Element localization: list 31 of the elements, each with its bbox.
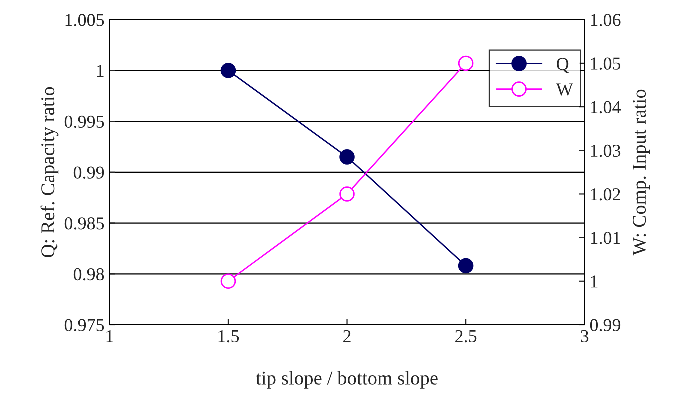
point	[340, 186, 355, 202]
y2-tick-label: 1.05	[591, 58, 621, 70]
point	[340, 150, 355, 165]
x-axis-title: tip slope / bottom slope	[256, 371, 438, 389]
y-tick-label: 0.975	[64, 319, 104, 332]
y2-tick-label: 1.03	[591, 144, 621, 158]
point	[458, 258, 474, 274]
y2-tick-label: 1	[591, 276, 598, 288]
x-tick-label: 2	[344, 330, 351, 342]
y-tick-label: 0.99	[74, 166, 104, 179]
y2-tick-label: 0.99	[590, 319, 621, 332]
y2-tick-label: 1.04	[591, 101, 622, 114]
x-tick-label: 3	[581, 330, 589, 343]
point	[220, 274, 236, 290]
y-axis-title: Q: Ref. Capacity ratio	[40, 87, 59, 258]
y-tick-label: 0.995	[64, 116, 104, 128]
x-tick-label: 1.5	[218, 330, 240, 343]
y-tick-label: 1	[97, 65, 104, 77]
y-tick-label: 0.98	[74, 268, 104, 281]
x-tick-label: 1	[106, 330, 114, 342]
point	[220, 63, 236, 78]
x-tick-label: 2.5	[456, 330, 477, 343]
y2-tick-label: 1.06	[591, 14, 621, 26]
legend-label: W	[556, 84, 574, 96]
y2-axis-title: W: Comp. Input ratio	[633, 90, 650, 256]
y2-tick-label: 1.02	[591, 188, 620, 201]
y-tick-label: 0.985	[64, 218, 104, 230]
y2-tick-label: 1.01	[591, 232, 620, 244]
legend-label: Q	[557, 58, 570, 74]
y-tick-label: 1.005	[66, 14, 104, 26]
point	[458, 56, 474, 72]
